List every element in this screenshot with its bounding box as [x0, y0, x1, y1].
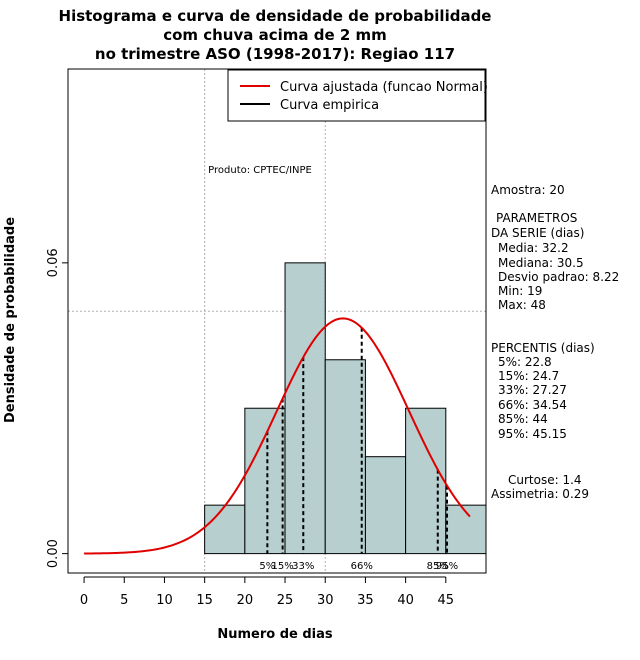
stat-parametros-title: PARAMETROS: [496, 211, 577, 225]
stat-percentis-title: PERCENTIS (dias): [491, 341, 595, 355]
stat-curtose: Curtose: 1.4: [508, 473, 582, 487]
stat-min: Min: 19: [498, 284, 542, 298]
y-axis: 0.00 0.06: [46, 248, 69, 568]
product-annotation: Produto: CPTEC/INPE: [208, 165, 312, 176]
stat-p95: 95%: 45.15: [498, 427, 567, 441]
stat-p33: 33%: 27.27: [498, 383, 567, 397]
legend: Curva ajustada (funcao Normal) Curva emp…: [227, 69, 488, 122]
percentile-label: 85%: [427, 561, 449, 572]
x-tick-label: 30: [317, 593, 334, 608]
stat-assimetria: Assimetria: 0.29: [491, 487, 589, 501]
percentile-label: 5%: [259, 561, 275, 572]
x-tick-label: 40: [397, 593, 414, 608]
y-tick-label: 0.06: [46, 248, 61, 277]
y-tick-label: 0.00: [46, 539, 61, 568]
chart-title-line-1: Histograma e curva de densidade de proba…: [59, 7, 492, 25]
legend-label-empirical: Curva empirica: [280, 98, 379, 113]
stat-p5: 5%: 22.8: [498, 355, 552, 369]
percentile-label: 33%: [292, 561, 314, 572]
x-axis-title: Numero de dias: [217, 627, 333, 642]
percentile-lines: [266, 327, 449, 554]
percentile-labels: 5%15%33% 66% 85%95%: [259, 561, 458, 572]
percentile-label: 95%: [436, 561, 458, 572]
x-tick-label: 15: [196, 593, 213, 608]
chart-title-line-2: com chuva acima de 2 mm: [163, 26, 387, 44]
stat-mediana: Mediana: 30.5: [498, 256, 584, 270]
histogram-bar: [405, 407, 447, 555]
x-tick-label: 0: [80, 593, 88, 608]
histogram-bar: [364, 456, 407, 555]
chart-title-line-3: no trimestre ASO (1998-2017): Regiao 117: [95, 45, 455, 63]
stat-p15: 15%: 24.7: [498, 369, 559, 383]
stat-parametros-subtitle: DA SERIE (dias): [491, 226, 584, 240]
normal-curve-line: [84, 317, 471, 555]
x-tick-label: 45: [438, 593, 455, 608]
x-tick-label: 20: [237, 593, 254, 608]
x-tick-label: 5: [120, 593, 128, 608]
stat-max: Max: 48: [498, 298, 546, 312]
legend-box: [227, 69, 486, 122]
legend-label-normal: Curva ajustada (funcao Normal): [280, 80, 488, 95]
stat-p66: 66%: 34.54: [498, 398, 567, 412]
histogram-bar: [284, 262, 326, 555]
percentile-label: 15%: [272, 561, 294, 572]
histogram-bar: [244, 407, 286, 555]
histogram-bar: [324, 359, 366, 555]
x-axis: 0 5 10 15 20 25 30 35 40 45: [80, 576, 455, 608]
histogram-bars: [204, 262, 487, 555]
y-axis-title: Densidade de probabilidade: [3, 217, 18, 423]
statistics-panel: Amostra: 20 PARAMETROS DA SERIE (dias) M…: [491, 183, 619, 501]
x-tick-label: 35: [357, 593, 374, 608]
histogram-bar: [204, 504, 246, 555]
stat-media: Media: 32.2: [498, 241, 569, 255]
stat-p85: 85%: 44: [498, 412, 548, 426]
stat-desvio: Desvio padrao: 8.22: [498, 270, 619, 284]
x-tick-label: 25: [277, 593, 294, 608]
x-tick-label: 10: [156, 593, 173, 608]
percentile-label: 66%: [351, 561, 373, 572]
stat-amostra: Amostra: 20: [491, 183, 565, 197]
